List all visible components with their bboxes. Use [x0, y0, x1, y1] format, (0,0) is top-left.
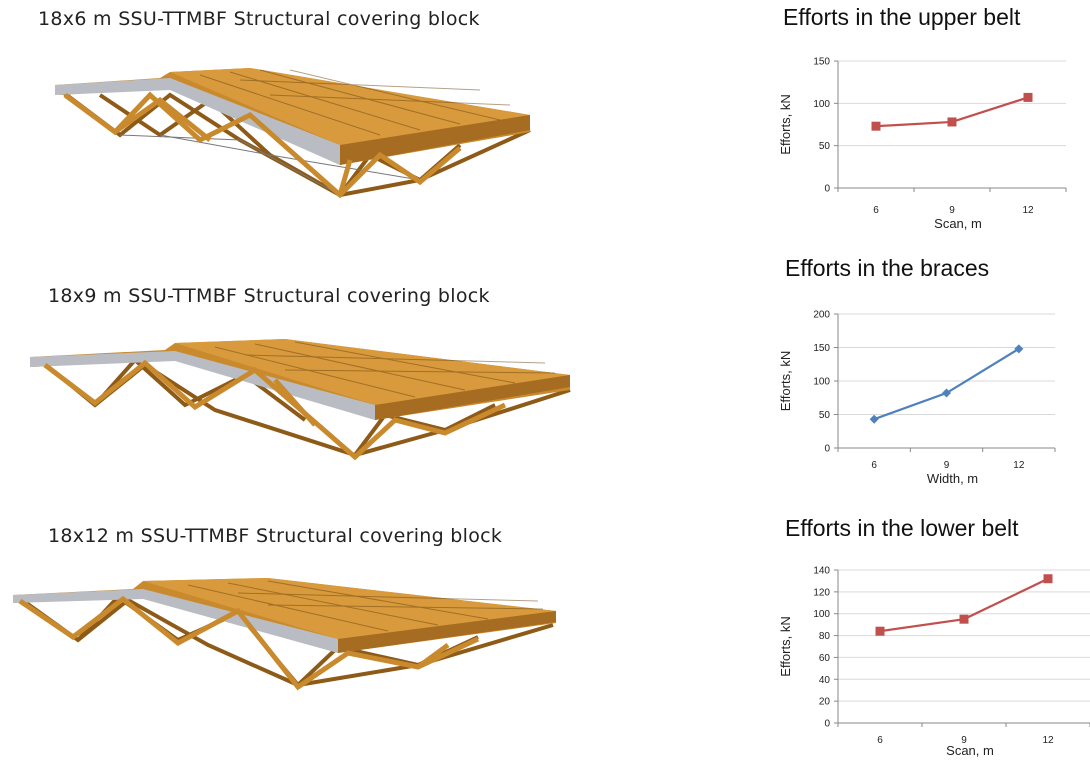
y-axis-label: Efforts, kN	[778, 351, 793, 411]
y-tick-label: 40	[819, 675, 831, 686]
y-tick-label: 80	[819, 631, 831, 642]
block-illustration-18x6	[55, 68, 531, 199]
block-title-18x9: 18x9 m SSU-TTMBF Structural covering blo…	[48, 285, 490, 307]
block-title-18x6: 18x6 m SSU-TTMBF Structural covering blo…	[38, 8, 480, 30]
data-point	[869, 414, 879, 424]
series-line	[873, 347, 1020, 421]
x-tick-label: 9	[961, 735, 967, 746]
chart-upper-belt: 0 50 100 150 6 9 12 Scan, m Efforts, kN	[778, 57, 1067, 231]
y-tick-label: 200	[813, 310, 830, 321]
y-tick-label: 100	[813, 609, 830, 620]
x-axis-label: Width, m	[927, 471, 978, 486]
y-tick-label: 100	[813, 377, 830, 388]
data-point	[942, 388, 951, 398]
data-point	[871, 121, 881, 131]
data-point	[1043, 574, 1053, 584]
y-axis-label: Efforts, kN	[778, 94, 793, 154]
data-point	[959, 614, 969, 624]
data-point	[947, 117, 957, 127]
x-tick-label: 9	[944, 460, 950, 471]
block-illustration-18x9	[30, 339, 571, 461]
chart-title-lower-belt: Efforts in the lower belt	[785, 515, 1019, 541]
y-tick-label: 20	[819, 697, 831, 708]
x-tick-label: 6	[873, 205, 879, 216]
y-tick-label: 0	[824, 719, 830, 730]
chart-braces: 0 50 100 150 200 6 9 12 Width, m Efforts, kN	[778, 310, 1056, 486]
x-tick-label: 6	[877, 735, 883, 746]
y-tick-label: 120	[813, 587, 830, 598]
x-tick-label: 12	[1022, 205, 1034, 216]
block-illustration-18x12	[13, 578, 556, 691]
y-tick-label: 50	[819, 141, 831, 152]
x-axis-label: Scan, m	[934, 216, 982, 231]
y-tick-label: 0	[824, 444, 830, 455]
y-tick-label: 50	[819, 410, 831, 421]
chart-title-braces: Efforts in the braces	[785, 255, 990, 281]
x-tick-label: 12	[1042, 735, 1054, 746]
y-tick-label: 0	[824, 184, 830, 195]
chart-title-upper-belt: Efforts in the upper belt	[783, 4, 1021, 30]
x-axis-label: Scan, m	[946, 743, 994, 758]
block-title-18x12: 18x12 m SSU-TTMBF Structural covering bl…	[48, 525, 503, 547]
x-tick-label: 12	[1013, 460, 1025, 471]
y-tick-label: 140	[813, 566, 830, 577]
data-point	[875, 626, 885, 636]
y-tick-label: 150	[813, 343, 830, 354]
data-point	[1014, 344, 1024, 354]
y-axis-label: Efforts, kN	[778, 616, 793, 676]
chart-lower-belt: 0 20 40 60 80 100 120 140 6 9 12 Scan, m Efforts, kN	[778, 566, 1090, 758]
data-point	[1023, 92, 1033, 102]
x-tick-label: 9	[949, 205, 955, 216]
x-tick-label: 6	[871, 460, 877, 471]
y-tick-label: 150	[813, 57, 830, 68]
y-tick-label: 100	[813, 99, 830, 110]
y-tick-label: 60	[819, 653, 831, 664]
